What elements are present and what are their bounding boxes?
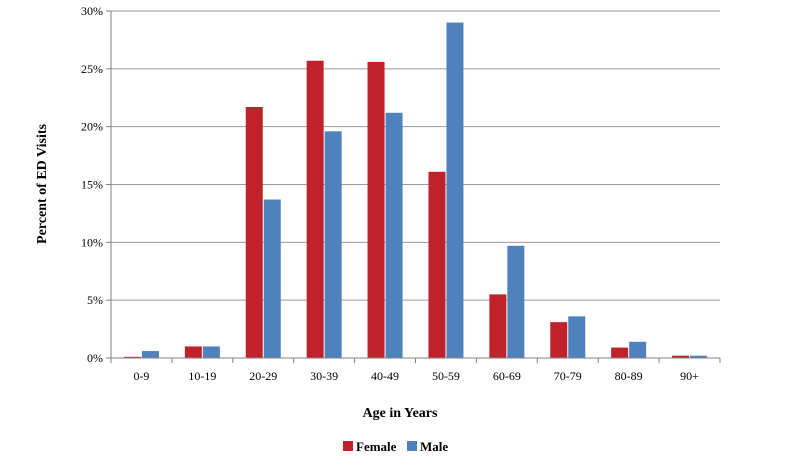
bar-female-70-79 (550, 322, 568, 358)
bar-female-80-89 (611, 347, 629, 358)
legend-label-female: Female (356, 439, 397, 454)
bar-female-40-49 (367, 61, 385, 358)
x-tick-label: 60-69 (493, 369, 521, 383)
bar-male-70-79 (568, 316, 586, 358)
bar-male-50-59 (446, 22, 464, 359)
y-tick-label: 30% (81, 4, 103, 18)
x-axis-ticks: 0-9 10-19 20-29 30-39 40-49 50-59 60-69 70-79 80… (110, 358, 721, 383)
x-tick-label: 50-59 (432, 369, 460, 383)
gridlines (111, 10, 720, 301)
bar-female-10-19 (184, 346, 202, 358)
bar-male-10-19 (202, 346, 220, 358)
bar-female-0-9 (123, 356, 141, 358)
y-tick-label: 20% (81, 120, 103, 134)
x-tick-label: 30-39 (310, 369, 338, 383)
x-tick-label: 0-9 (133, 369, 149, 383)
x-tick-label: 10-19 (188, 369, 216, 383)
bar-male-20-29 (263, 199, 281, 358)
y-axis-title: Percent of ED Visits (35, 124, 50, 244)
x-tick-label: 20-29 (249, 369, 277, 383)
x-tick-label: 80-89 (615, 369, 643, 383)
y-tick-label: 25% (81, 62, 103, 76)
bars (123, 22, 708, 359)
bar-female-90+ (672, 355, 690, 358)
legend: Female Male (343, 439, 448, 454)
bar-male-30-39 (324, 131, 342, 358)
legend-swatch-male (407, 441, 417, 451)
legend-swatch-female (343, 441, 353, 451)
bar-male-40-49 (385, 112, 403, 358)
bar-female-30-39 (306, 60, 324, 359)
y-tick-label: 15% (81, 178, 103, 192)
y-tick-label: 0% (87, 351, 103, 365)
bar-male-60-69 (507, 245, 525, 358)
x-tick-label: 70-79 (554, 369, 582, 383)
bar-female-50-59 (428, 171, 446, 358)
bar-male-0-9 (141, 351, 159, 358)
y-tick-label: 10% (81, 235, 103, 249)
y-axis-ticks: 0% 5% 10% 15% 20% 25% 30% (81, 4, 111, 365)
bar-female-60-69 (489, 294, 507, 358)
legend-label-male: Male (420, 439, 448, 454)
bar-male-80-89 (629, 341, 647, 358)
x-tick-label: 90+ (680, 369, 699, 383)
x-tick-label: 40-49 (371, 369, 399, 383)
bar-female-20-29 (245, 107, 263, 359)
bar-male-90+ (690, 355, 708, 358)
x-axis-title: Age in Years (363, 406, 438, 421)
y-tick-label: 5% (87, 293, 103, 307)
